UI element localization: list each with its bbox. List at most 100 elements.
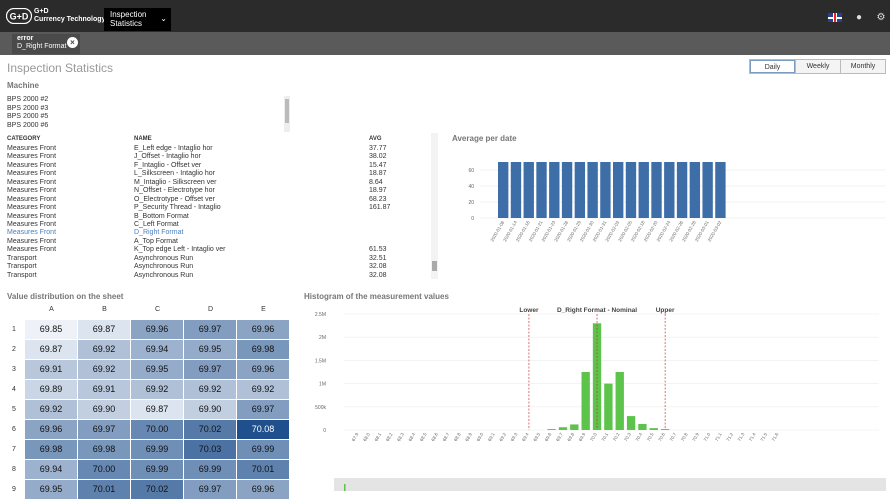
histogram-bar[interactable] <box>626 416 636 430</box>
table-row[interactable]: Measures Front B_Bottom Format <box>7 213 427 221</box>
heatmap-cell[interactable]: 70.08 <box>237 420 290 439</box>
heatmap-cell[interactable]: 69.92 <box>131 380 184 399</box>
bar[interactable] <box>651 162 662 218</box>
heatmap-cell[interactable]: 69.94 <box>131 340 184 359</box>
app-menu-dropdown[interactable]: Inspection Statistics ⌄ <box>104 8 171 31</box>
heatmap-cell[interactable]: 69.89 <box>25 380 78 399</box>
table-row[interactable]: Measures Front M_Intaglio - Silkscreen ve… <box>7 179 427 187</box>
bar[interactable] <box>638 162 649 218</box>
heatmap-cell[interactable]: 70.00 <box>78 460 131 479</box>
machine-item[interactable]: BPS 2000 #2 <box>7 96 49 103</box>
table-scrollbar[interactable] <box>431 133 438 279</box>
heatmap-cell[interactable]: 69.90 <box>78 400 131 419</box>
heatmap-cell[interactable]: 69.87 <box>25 340 78 359</box>
machine-item[interactable]: BPS 2000 #6 <box>7 121 49 129</box>
table-row[interactable]: Measures Front D_Right Format <box>7 229 427 237</box>
heatmap-cell[interactable]: 69.99 <box>131 460 184 479</box>
table-row[interactable]: Measures Front L_Silkscreen - Intaglio ho… <box>7 170 427 178</box>
heatmap-cell[interactable]: 69.95 <box>25 480 78 499</box>
heatmap-cell[interactable]: 69.97 <box>237 400 290 419</box>
heatmap-cell[interactable]: 70.01 <box>237 460 290 479</box>
uk-flag-icon[interactable] <box>828 13 842 22</box>
heatmap-cell[interactable]: 69.97 <box>78 420 131 439</box>
bar[interactable] <box>498 162 509 218</box>
heatmap-cell[interactable]: 70.01 <box>78 480 131 499</box>
bar[interactable] <box>689 162 701 218</box>
machine-list-scrollbar[interactable] <box>284 96 290 132</box>
user-icon[interactable]: ● <box>855 12 863 23</box>
heatmap-cell[interactable]: 69.96 <box>237 320 290 339</box>
histogram-bar[interactable] <box>581 372 590 430</box>
heatmap-cell[interactable]: 69.99 <box>131 440 184 459</box>
table-row[interactable]: Measures Front P_Security Thread - Intagl… <box>7 204 427 212</box>
histogram-bar[interactable] <box>558 427 568 430</box>
heatmap-cell[interactable]: 69.92 <box>237 380 290 399</box>
heatmap-cell[interactable]: 69.99 <box>237 440 290 459</box>
bar[interactable] <box>561 162 573 218</box>
heatmap-cell[interactable]: 69.95 <box>184 340 237 359</box>
table-row[interactable]: Measures Front F_Intaglio - Offset ver 15.… <box>7 162 427 170</box>
heatmap-cell[interactable]: 69.91 <box>78 380 131 399</box>
heatmap-cell[interactable]: 69.96 <box>237 480 290 499</box>
table-row[interactable]: Measures Front A_Top Format <box>7 238 427 246</box>
heatmap-cell[interactable]: 69.85 <box>25 320 78 339</box>
table-row[interactable]: Measures Front K_Top edge Left - Intaglio… <box>7 246 427 254</box>
heatmap-cell[interactable]: 69.92 <box>78 340 131 359</box>
close-icon[interactable]: × <box>67 37 78 48</box>
heatmap-cell[interactable]: 69.97 <box>184 360 237 379</box>
heatmap-cell[interactable]: 69.92 <box>184 380 237 399</box>
tab-weekly[interactable]: Weekly <box>795 60 840 73</box>
column-header-avg[interactable]: AVG <box>369 136 382 142</box>
bar[interactable] <box>523 162 534 218</box>
heatmap-cell[interactable]: 69.87 <box>131 400 184 419</box>
bar[interactable] <box>600 162 611 218</box>
heatmap-cell[interactable]: 69.96 <box>25 420 78 439</box>
heatmap-cell[interactable]: 70.00 <box>131 420 184 439</box>
heatmap-cell[interactable]: 69.91 <box>25 360 78 379</box>
column-header-category[interactable]: CATEGORY <box>7 136 41 142</box>
bar[interactable] <box>549 162 560 218</box>
scrollbar-thumb[interactable] <box>432 261 437 271</box>
bar[interactable] <box>625 162 637 218</box>
histogram-bar[interactable] <box>592 323 602 430</box>
heatmap-cell[interactable]: 69.94 <box>25 460 78 479</box>
range-scroller[interactable] <box>334 478 886 491</box>
machine-item[interactable]: BPS 2000 #5 <box>7 113 49 120</box>
table-row[interactable]: Transport Asynchronous Run 32.08 <box>7 272 427 280</box>
heatmap-cell[interactable]: 69.92 <box>78 360 131 379</box>
histogram-bar[interactable] <box>604 383 613 430</box>
heatmap-cell[interactable]: 69.90 <box>184 400 237 419</box>
bar[interactable] <box>613 162 624 218</box>
histogram-bar[interactable] <box>547 429 556 430</box>
bar[interactable] <box>676 162 688 218</box>
table-row[interactable]: Measures Front O_Electrotype - Offset ver… <box>7 196 427 204</box>
table-row[interactable]: Transport Asynchronous Run 32.51 <box>7 255 427 263</box>
bar[interactable] <box>664 162 675 218</box>
heatmap-cell[interactable]: 69.99 <box>184 460 237 479</box>
heatmap-cell[interactable]: 69.87 <box>78 320 131 339</box>
heatmap-cell[interactable]: 69.97 <box>184 320 237 339</box>
heatmap-cell[interactable]: 70.03 <box>184 440 237 459</box>
tab-monthly[interactable]: Monthly <box>840 60 885 73</box>
gear-icon[interactable]: ⚙ <box>876 12 886 23</box>
table-row[interactable]: Measures Front J_Offset - Intaglio hor 38.… <box>7 153 427 161</box>
bar[interactable] <box>715 162 726 218</box>
histogram-bar[interactable] <box>570 424 579 430</box>
bar[interactable] <box>510 162 522 218</box>
table-row[interactable]: Measures Front N_Offset - Electrotype hor… <box>7 187 427 195</box>
histogram-bar[interactable] <box>615 372 624 430</box>
heatmap-cell[interactable]: 70.02 <box>184 420 237 439</box>
heatmap-cell[interactable]: 69.98 <box>78 440 131 459</box>
tab-daily[interactable]: Daily <box>750 60 795 73</box>
histogram-bar[interactable] <box>638 423 647 430</box>
table-row[interactable]: Transport Asynchronous Run 32.08 <box>7 263 427 271</box>
heatmap-cell[interactable]: 69.92 <box>25 400 78 419</box>
heatmap-cell[interactable]: 69.95 <box>131 360 184 379</box>
machine-item[interactable]: BPS 2000 #3 <box>7 104 49 112</box>
bar[interactable] <box>702 162 713 218</box>
bar[interactable] <box>587 162 598 218</box>
filter-chip[interactable]: error D_Right Format <box>12 34 80 54</box>
bar[interactable] <box>536 162 547 218</box>
machine-list[interactable]: BPS 2000 #2 BPS 2000 #3 BPS 2000 #5 BPS … <box>7 96 290 132</box>
heatmap-cell[interactable]: 70.02 <box>131 480 184 499</box>
